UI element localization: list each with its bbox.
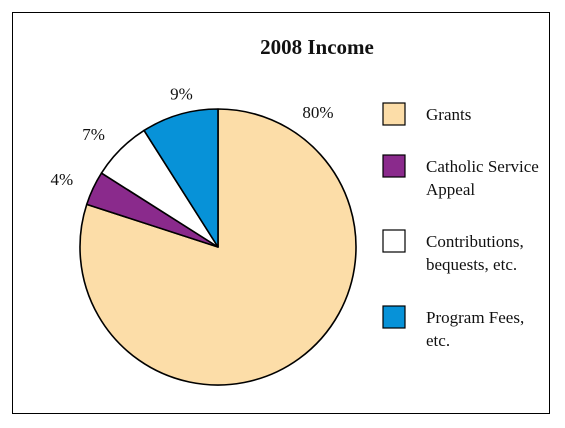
slice-label-catholic-service-appeal: 4%: [51, 170, 74, 189]
legend-swatch-catholic-service-appeal: [382, 154, 406, 178]
legend-item-grants: Grants: [382, 102, 471, 126]
chart-title: 2008 Income: [260, 35, 374, 59]
legend-label-program-fees-etc: Program Fees, etc.: [426, 308, 524, 350]
legend-swatch-grants: [382, 102, 406, 126]
pie-slice-program-fees-etc: [143, 108, 219, 248]
slice-label-grants: 80%: [302, 103, 333, 122]
legend-item-catholic-service-appeal: Catholic Service Appeal: [382, 154, 539, 199]
legend-item-program-fees-etc: Program Fees, etc.: [382, 305, 524, 350]
legend-item-contributions-bequests-etc: Contributions, bequests, etc.: [382, 229, 524, 274]
pie-slices: [79, 108, 357, 386]
legend-label-contributions-bequests-etc: Contributions, bequests, etc.: [426, 232, 524, 274]
slice-labels: 80% 4% 7% 9%: [51, 84, 334, 188]
legend-swatch-program-fees-etc: [382, 305, 406, 329]
slice-label-contributions-bequests-etc: 7%: [82, 125, 105, 144]
legend-label-grants: Grants: [426, 105, 471, 124]
legend-swatch-contributions-bequests-etc: [382, 229, 406, 253]
slice-label-program-fees-etc: 9%: [170, 84, 193, 103]
legend: Grants Catholic Service Appeal Contribution…: [382, 102, 539, 350]
legend-label-catholic-service-appeal: Catholic Service Appeal: [426, 157, 539, 199]
